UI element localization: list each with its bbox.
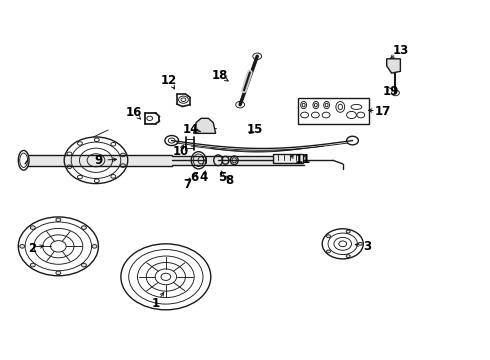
Text: 1: 1: [152, 297, 160, 310]
Circle shape: [56, 271, 61, 275]
Polygon shape: [387, 59, 400, 73]
Text: 9: 9: [94, 154, 102, 167]
Text: 10: 10: [172, 145, 189, 158]
Text: 4: 4: [199, 171, 208, 184]
Text: 7: 7: [183, 178, 192, 191]
Circle shape: [56, 218, 61, 222]
Circle shape: [30, 226, 35, 229]
Text: 11: 11: [294, 153, 311, 166]
Bar: [273, 154, 303, 163]
Circle shape: [81, 226, 86, 229]
Circle shape: [81, 263, 86, 267]
Circle shape: [326, 250, 330, 253]
Circle shape: [30, 263, 35, 267]
Circle shape: [92, 244, 97, 248]
Text: 19: 19: [382, 85, 399, 98]
Text: 14: 14: [183, 123, 199, 136]
Circle shape: [20, 244, 25, 248]
Text: 2: 2: [28, 242, 37, 255]
Polygon shape: [194, 118, 216, 134]
Text: 12: 12: [161, 74, 177, 87]
Text: 6: 6: [191, 171, 199, 184]
Text: 18: 18: [211, 69, 228, 82]
Circle shape: [346, 255, 350, 257]
Bar: [298, 98, 368, 125]
Text: 5: 5: [218, 171, 226, 184]
Circle shape: [358, 242, 362, 245]
Circle shape: [346, 230, 350, 233]
Text: 8: 8: [225, 174, 234, 187]
Text: 13: 13: [392, 44, 409, 57]
Text: 16: 16: [125, 106, 142, 119]
Text: 15: 15: [246, 123, 263, 136]
Text: 17: 17: [375, 105, 391, 118]
Circle shape: [326, 235, 330, 238]
Text: 3: 3: [363, 240, 371, 253]
